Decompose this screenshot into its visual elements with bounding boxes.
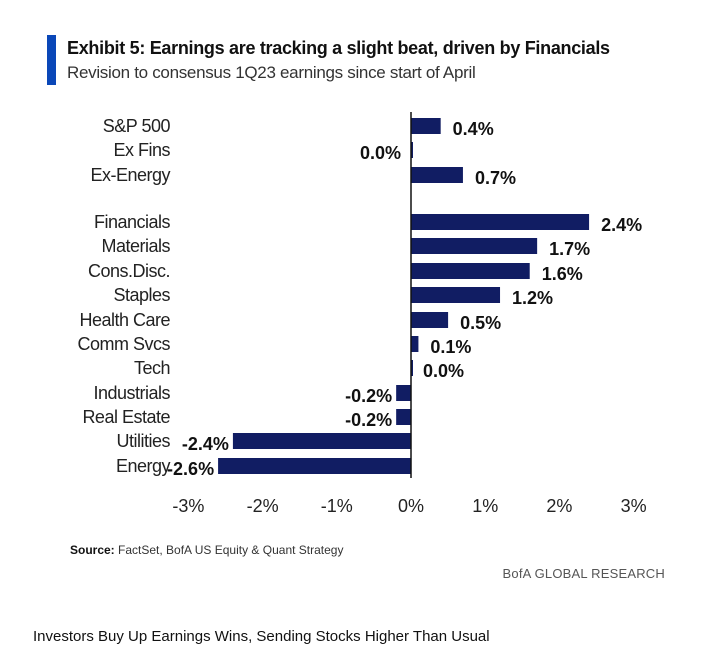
data-label: 0.0% [360, 143, 401, 163]
chart-subtitle: Revision to consensus 1Q23 earnings sinc… [67, 63, 476, 82]
category-label: Tech [134, 358, 170, 378]
caption: Investors Buy Up Earnings Wins, Sending … [33, 628, 490, 645]
data-label: 2.4% [601, 215, 642, 235]
x-tick-label: 3% [621, 496, 647, 516]
category-label: Ex-Energy [90, 165, 170, 185]
bar [411, 287, 501, 303]
accent-bar [47, 35, 56, 85]
category-label: Comm Svcs [77, 334, 170, 354]
bar [232, 433, 411, 449]
category-label: S&P 500 [103, 116, 171, 136]
category-label: Financials [94, 212, 171, 232]
data-label: -0.2% [345, 410, 392, 430]
bar [411, 336, 419, 352]
bar [396, 385, 411, 401]
bar-chart: S&P 500 0.4% Ex Fins 0.0% Ex-Energy 0.7% Finan… [77, 112, 647, 516]
category-label: Cons.Disc. [88, 261, 170, 281]
bar [411, 360, 413, 376]
category-label: Energy [116, 456, 171, 476]
data-label: 0.7% [475, 168, 516, 188]
data-label: 0.5% [460, 313, 501, 333]
x-tick-label: -1% [321, 496, 353, 516]
category-label: Staples [113, 285, 170, 305]
x-tick-label: 1% [472, 496, 498, 516]
data-label: 0.4% [453, 119, 494, 139]
bar [411, 312, 449, 328]
bar [411, 118, 441, 134]
bar [411, 214, 590, 230]
x-tick-label: -2% [247, 496, 279, 516]
data-label: 0.0% [423, 361, 464, 381]
data-label: 1.2% [512, 288, 553, 308]
source-note: Source: FactSet, BofA US Equity & Quant … [70, 543, 343, 557]
x-tick-label: 0% [398, 496, 424, 516]
brand-label: BofA GLOBAL RESEARCH [502, 566, 665, 581]
data-label: 1.7% [549, 239, 590, 259]
bar [218, 458, 411, 474]
category-label: Utilities [116, 431, 170, 451]
data-label: -0.2% [345, 386, 392, 406]
x-tick-label: 2% [546, 496, 572, 516]
data-label: -2.4% [182, 434, 229, 454]
category-label: Industrials [93, 383, 170, 403]
category-label: Health Care [79, 310, 170, 330]
data-label: 1.6% [542, 264, 583, 284]
data-label: 0.1% [430, 337, 471, 357]
source-label: Source: [70, 543, 115, 557]
chart-title: Exhibit 5: Earnings are tracking a sligh… [67, 38, 610, 58]
bar [411, 238, 538, 254]
source-text: FactSet, BofA US Equity & Quant Strategy [118, 543, 344, 557]
data-label: -2.6% [167, 459, 214, 479]
category-label: Materials [101, 236, 170, 256]
category-label: Real Estate [82, 407, 170, 427]
bar [411, 167, 463, 183]
bar [396, 409, 411, 425]
bar [411, 263, 530, 279]
bar [411, 142, 413, 158]
category-label: Ex Fins [113, 140, 170, 160]
x-tick-label: -3% [172, 496, 204, 516]
